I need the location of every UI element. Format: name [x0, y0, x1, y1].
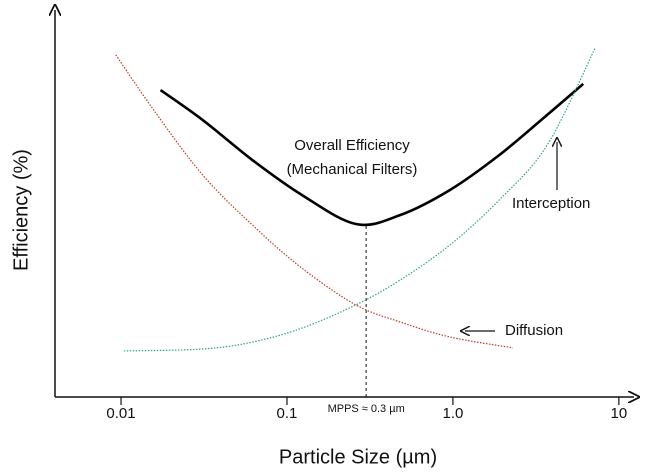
series-line: [115, 54, 514, 349]
series-line: [159, 82, 585, 227]
series-line: [123, 47, 596, 352]
curve-label: (Mechanical Filters): [287, 161, 418, 178]
x-tick-label: 1.0: [442, 405, 463, 422]
mpps-label: MPPS ≈ 0.3 µm: [328, 403, 405, 415]
y-axis-label: Efficiency (%): [10, 149, 32, 271]
curve-label: Diffusion: [505, 322, 563, 339]
x-tick-label: 0.01: [106, 405, 135, 422]
x-tick-label: 10: [611, 405, 628, 422]
x-tick-label: 0.1: [277, 405, 298, 422]
x-axis-label: Particle Size (µm): [279, 446, 437, 468]
curve-label: Interception: [512, 195, 590, 212]
curve-label: Overall Efficiency: [294, 137, 410, 154]
